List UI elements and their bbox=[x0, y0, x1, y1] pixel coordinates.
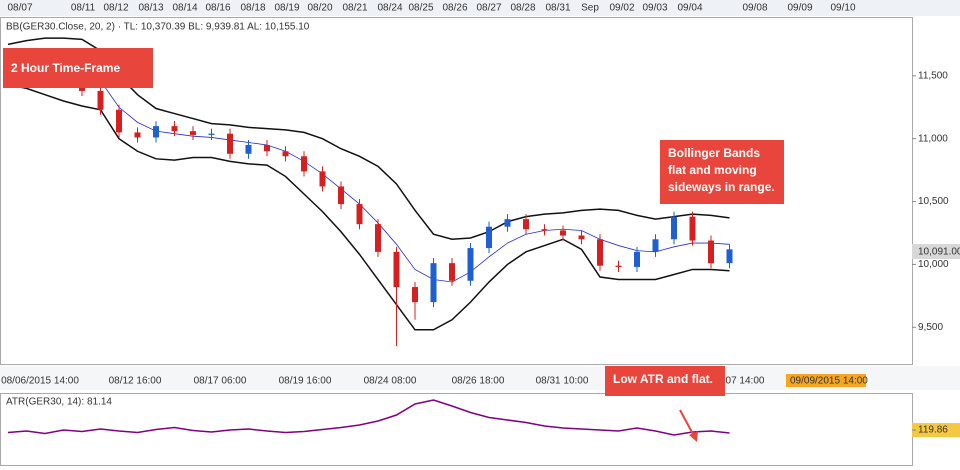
candle-body bbox=[634, 251, 640, 267]
bottom-date: 07 14:00 bbox=[726, 376, 765, 387]
candle-body bbox=[597, 239, 603, 266]
candle-body bbox=[319, 171, 326, 187]
candle-body bbox=[726, 249, 733, 264]
candle-body bbox=[375, 224, 381, 252]
top-date: 08/14 bbox=[172, 3, 197, 14]
timeframe-note: 2 Hour Time-Frame bbox=[3, 48, 153, 88]
top-date: 08/18 bbox=[240, 3, 265, 14]
y-tick-label: 10,000 bbox=[918, 259, 949, 270]
cursor-date-box bbox=[786, 374, 866, 387]
candle-body bbox=[301, 156, 307, 172]
top-date: 09/03 bbox=[642, 3, 667, 14]
top-date: 08/21 bbox=[342, 3, 367, 14]
candle-body bbox=[689, 216, 696, 241]
top-date: 09/09 bbox=[787, 3, 812, 14]
top-date: 08/28 bbox=[510, 3, 535, 14]
band-line bbox=[7, 83, 730, 331]
bottom-date: 08/17 06:00 bbox=[194, 376, 247, 387]
bottom-date: 08/06/2015 14:00 bbox=[1, 376, 79, 387]
candle-body bbox=[356, 204, 363, 225]
candle-body bbox=[560, 230, 566, 236]
top-date: 08/11 bbox=[71, 3, 96, 14]
top-date: Sep bbox=[581, 3, 599, 14]
band-line bbox=[7, 62, 730, 283]
y-tick-label: 11,500 bbox=[918, 70, 948, 81]
y-tick-label: 11,000 bbox=[918, 133, 948, 144]
atr-label: ATR(GER30, 14): 81.14 bbox=[6, 397, 112, 408]
bottom-date: 08/31 10:00 bbox=[536, 376, 589, 387]
candle-body bbox=[171, 126, 178, 132]
candle-body bbox=[116, 109, 122, 133]
top-date: 09/02 bbox=[609, 3, 634, 14]
candle-body bbox=[541, 229, 548, 231]
top-date: 08/19 bbox=[274, 3, 299, 14]
top-date: 08/31 bbox=[545, 3, 570, 14]
candle-body bbox=[449, 263, 455, 281]
top-date: 08/12 bbox=[103, 3, 128, 14]
candle-body bbox=[97, 90, 104, 110]
candle-body bbox=[467, 248, 474, 281]
top-date: 08/16 bbox=[205, 3, 230, 14]
top-date: 09/08 bbox=[742, 3, 767, 14]
candle-body bbox=[671, 216, 677, 240]
tick-box bbox=[912, 423, 960, 438]
candle-body bbox=[134, 132, 141, 138]
arrow-head bbox=[689, 431, 698, 442]
price-panel bbox=[0, 17, 913, 365]
top-date: 08/07 bbox=[7, 3, 32, 14]
last-price-box bbox=[912, 244, 960, 259]
candle-body bbox=[486, 226, 492, 249]
candle-body bbox=[190, 131, 196, 135]
bottom-date: 08/24 08:00 bbox=[364, 376, 417, 387]
candle-body bbox=[153, 126, 159, 138]
candle-body bbox=[338, 186, 344, 205]
atr-line bbox=[7, 399, 730, 436]
candle-body bbox=[708, 240, 714, 264]
candle-body bbox=[393, 251, 400, 288]
candle-body bbox=[245, 144, 252, 154]
cursor-date: 09/09/2015 14:00 bbox=[790, 376, 868, 387]
top-date: 08/26 bbox=[442, 3, 467, 14]
last-price-label: 10,091.00 bbox=[918, 247, 960, 258]
top-date: 08/24 bbox=[377, 3, 402, 14]
y-tick-label: 10,500 bbox=[918, 196, 949, 207]
candle-body bbox=[430, 263, 437, 303]
atr-note: Low ATR and flat. bbox=[605, 366, 725, 396]
top-date: 08/27 bbox=[476, 3, 501, 14]
candle-body bbox=[523, 219, 529, 230]
bottom-date: 08/26 18:00 bbox=[452, 376, 505, 387]
bottom-date: 08/19 16:00 bbox=[279, 376, 332, 387]
top-date: 09/04 bbox=[677, 3, 702, 14]
top-date: 08/25 bbox=[408, 3, 433, 14]
arrow bbox=[679, 409, 695, 437]
candle-body bbox=[264, 144, 270, 152]
candle-body bbox=[578, 235, 585, 240]
candle-body bbox=[412, 287, 418, 303]
candle-body bbox=[227, 133, 233, 154]
candle-body bbox=[652, 239, 659, 252]
candle-body bbox=[615, 265, 622, 267]
top-date: 08/20 bbox=[307, 3, 332, 14]
bollinger-note: Bollinger Bands flat and moving sideways… bbox=[660, 140, 784, 204]
y-tick-label: 9,500 bbox=[918, 322, 943, 333]
candle-body bbox=[208, 133, 215, 135]
top-date: 08/13 bbox=[138, 3, 163, 14]
bottom-date: 08/12 16:00 bbox=[109, 376, 162, 387]
candle-body bbox=[504, 219, 511, 227]
candle-body bbox=[282, 151, 289, 157]
y-tick-label: 119.86 bbox=[918, 425, 948, 436]
bb-label: BB(GER30.Close, 20, 2) · TL: 10,370.39 B… bbox=[6, 22, 310, 33]
top-date: 09/10 bbox=[830, 3, 855, 14]
top-axis-bar bbox=[0, 0, 960, 16]
